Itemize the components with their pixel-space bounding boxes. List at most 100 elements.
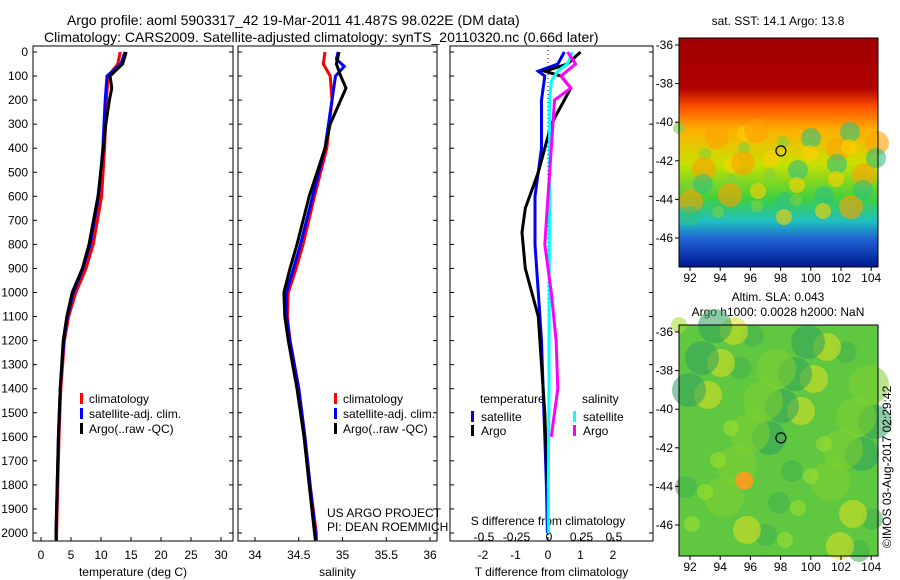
y-tick-label: 100 bbox=[8, 69, 28, 83]
sla-patch bbox=[743, 381, 783, 421]
x-tick-label: 15 bbox=[124, 548, 138, 562]
sla-patch bbox=[685, 341, 719, 375]
x-tick-label: 30 bbox=[214, 548, 228, 562]
lon-tick-label: 94 bbox=[714, 271, 728, 285]
sla-patch bbox=[672, 373, 706, 407]
x-tick-label: 10 bbox=[94, 548, 108, 562]
plot-frame-temp bbox=[32, 45, 234, 542]
lat-tick-label: -36 bbox=[656, 38, 674, 52]
map-frame bbox=[678, 324, 879, 557]
sla-patch bbox=[810, 461, 850, 501]
series-line-s-argo bbox=[543, 51, 578, 437]
y-tick-label: 800 bbox=[8, 237, 28, 251]
sst-patch bbox=[718, 183, 742, 207]
sst-patch bbox=[866, 148, 886, 168]
lat-tick-label: -42 bbox=[656, 154, 674, 168]
x-axis-label: salinity bbox=[319, 565, 356, 579]
sst-patch bbox=[814, 186, 834, 206]
sst-patch bbox=[744, 119, 768, 143]
sst-patch bbox=[763, 151, 779, 167]
sst-patch bbox=[865, 131, 889, 155]
legend-label: climatology bbox=[343, 392, 403, 406]
x-tick-label: 25 bbox=[184, 548, 198, 562]
sst-patch bbox=[750, 183, 766, 199]
sla-patch bbox=[803, 468, 819, 484]
legend-swatch bbox=[80, 393, 83, 404]
sst-patch bbox=[828, 171, 844, 187]
sla-patch bbox=[791, 325, 825, 359]
lon-tick-label: 92 bbox=[683, 271, 697, 285]
map-frame bbox=[678, 37, 879, 268]
sla-map-title: Altim. SLA: 0.043 bbox=[732, 290, 825, 304]
sst-patch bbox=[802, 145, 818, 161]
sst-patch bbox=[712, 206, 724, 218]
lon-tick-label: 96 bbox=[744, 271, 758, 285]
sla-patch bbox=[777, 532, 793, 548]
y-tick-label: 1400 bbox=[1, 382, 28, 396]
sla-patch bbox=[723, 420, 739, 436]
lon-tick-label: 102 bbox=[831, 271, 851, 285]
lat-tick-label: -36 bbox=[656, 325, 674, 339]
sst-patch bbox=[853, 180, 873, 200]
series-line-climatology bbox=[55, 51, 122, 541]
s-tick-label: 0.25 bbox=[570, 530, 594, 544]
lon-tick-label: 100 bbox=[801, 560, 821, 574]
lat-tick-label: -46 bbox=[656, 518, 674, 532]
sst-patch bbox=[680, 206, 700, 226]
lat-tick-label: -46 bbox=[656, 231, 674, 245]
legend-label: climatology bbox=[89, 392, 149, 406]
legend-swatch bbox=[80, 423, 83, 434]
sla-patch bbox=[675, 476, 697, 498]
sla-patch bbox=[836, 397, 876, 437]
lat-tick-label: -38 bbox=[656, 364, 674, 378]
series-line-climatology bbox=[285, 51, 334, 541]
map-sla bbox=[671, 309, 892, 562]
y-tick-label: 300 bbox=[8, 117, 28, 131]
sla-patch bbox=[790, 500, 806, 516]
sst-patch bbox=[731, 151, 755, 175]
sst-patch bbox=[801, 128, 821, 148]
lat-tick-label: -44 bbox=[656, 479, 674, 493]
y-tick-label: 1200 bbox=[1, 334, 28, 348]
x-tick-label: 36 bbox=[423, 548, 437, 562]
y-tick-label: 1500 bbox=[1, 406, 28, 420]
sst-patch bbox=[693, 174, 713, 194]
sla-patch bbox=[704, 477, 744, 517]
legend-swatch bbox=[573, 425, 576, 436]
sla-patch bbox=[826, 532, 854, 560]
sst-patch bbox=[815, 203, 831, 219]
x-tick-label: -1 bbox=[510, 548, 521, 562]
sla-patch bbox=[816, 436, 832, 452]
x-tick-label: 0 bbox=[38, 548, 45, 562]
lat-tick-label: -38 bbox=[656, 77, 674, 91]
profile-location-marker bbox=[775, 432, 787, 444]
series-line-s-satellite bbox=[546, 51, 574, 533]
legend-label: satellite-adj. clim. bbox=[343, 407, 435, 421]
y-tick-label: 700 bbox=[8, 213, 28, 227]
sst-patch bbox=[852, 163, 876, 187]
series-line-satellite-adj-clim- bbox=[285, 51, 347, 541]
legend-header: salinity bbox=[582, 392, 619, 406]
title-line-2: Climatology: CARS2009. Satellite-adjuste… bbox=[44, 29, 599, 45]
legend-label: Argo(..raw -QC) bbox=[343, 422, 428, 436]
legend-label: Argo(..raw -QC) bbox=[89, 422, 174, 436]
sst-patch bbox=[788, 160, 808, 180]
sst-map-title: sat. SST: 14.1 Argo: 13.8 bbox=[712, 14, 845, 28]
legend-swatch bbox=[471, 411, 474, 422]
y-tick-label: 1800 bbox=[1, 478, 28, 492]
s-tick-label: -0.25 bbox=[503, 530, 531, 544]
legend-swatch bbox=[471, 425, 474, 436]
sst-patch bbox=[777, 136, 789, 148]
lon-tick-label: 98 bbox=[774, 271, 788, 285]
sla-patch bbox=[849, 365, 889, 405]
y-tick-label: 1300 bbox=[1, 358, 28, 372]
sla-patch bbox=[781, 460, 803, 482]
legend-swatch bbox=[334, 423, 337, 434]
x-tick-label: 20 bbox=[154, 548, 168, 562]
pi-label: PI: DEAN ROEMMICH bbox=[327, 520, 449, 534]
y-tick-label: 1000 bbox=[1, 286, 28, 300]
y-tick-label: 200 bbox=[8, 93, 28, 107]
lon-tick-label: 104 bbox=[861, 560, 881, 574]
sla-patch bbox=[839, 500, 867, 528]
